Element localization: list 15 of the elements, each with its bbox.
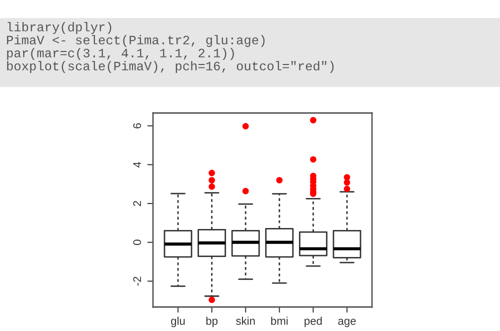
text: library(dplyr) bbox=[8, 22, 112, 34]
text: boxplot(scale(PimaV), pch=16, outcol="red") bbox=[7, 61, 334, 73]
x-tick-label: bmi bbox=[271, 316, 288, 325]
y-tick-label: 2 bbox=[133, 200, 141, 206]
x-tick-label: age bbox=[338, 318, 356, 328]
x-tick-label: bp bbox=[206, 316, 218, 328]
text: PimaV <- select(Pima.tr2, glu:age) bbox=[7, 35, 265, 47]
y-tick-label: 4 bbox=[133, 162, 141, 168]
y-tick-label: 6 bbox=[133, 123, 142, 128]
y-tick-label: 0 bbox=[133, 240, 142, 245]
x-tick-label: glu bbox=[171, 316, 185, 328]
y-tick-label: -2 bbox=[133, 276, 141, 286]
x-tick-label: skin bbox=[236, 316, 255, 325]
x-tick-label: ped bbox=[304, 316, 322, 328]
text: par(mar=c(3.1, 4.1, 1.1, 2.1)) bbox=[7, 48, 234, 60]
